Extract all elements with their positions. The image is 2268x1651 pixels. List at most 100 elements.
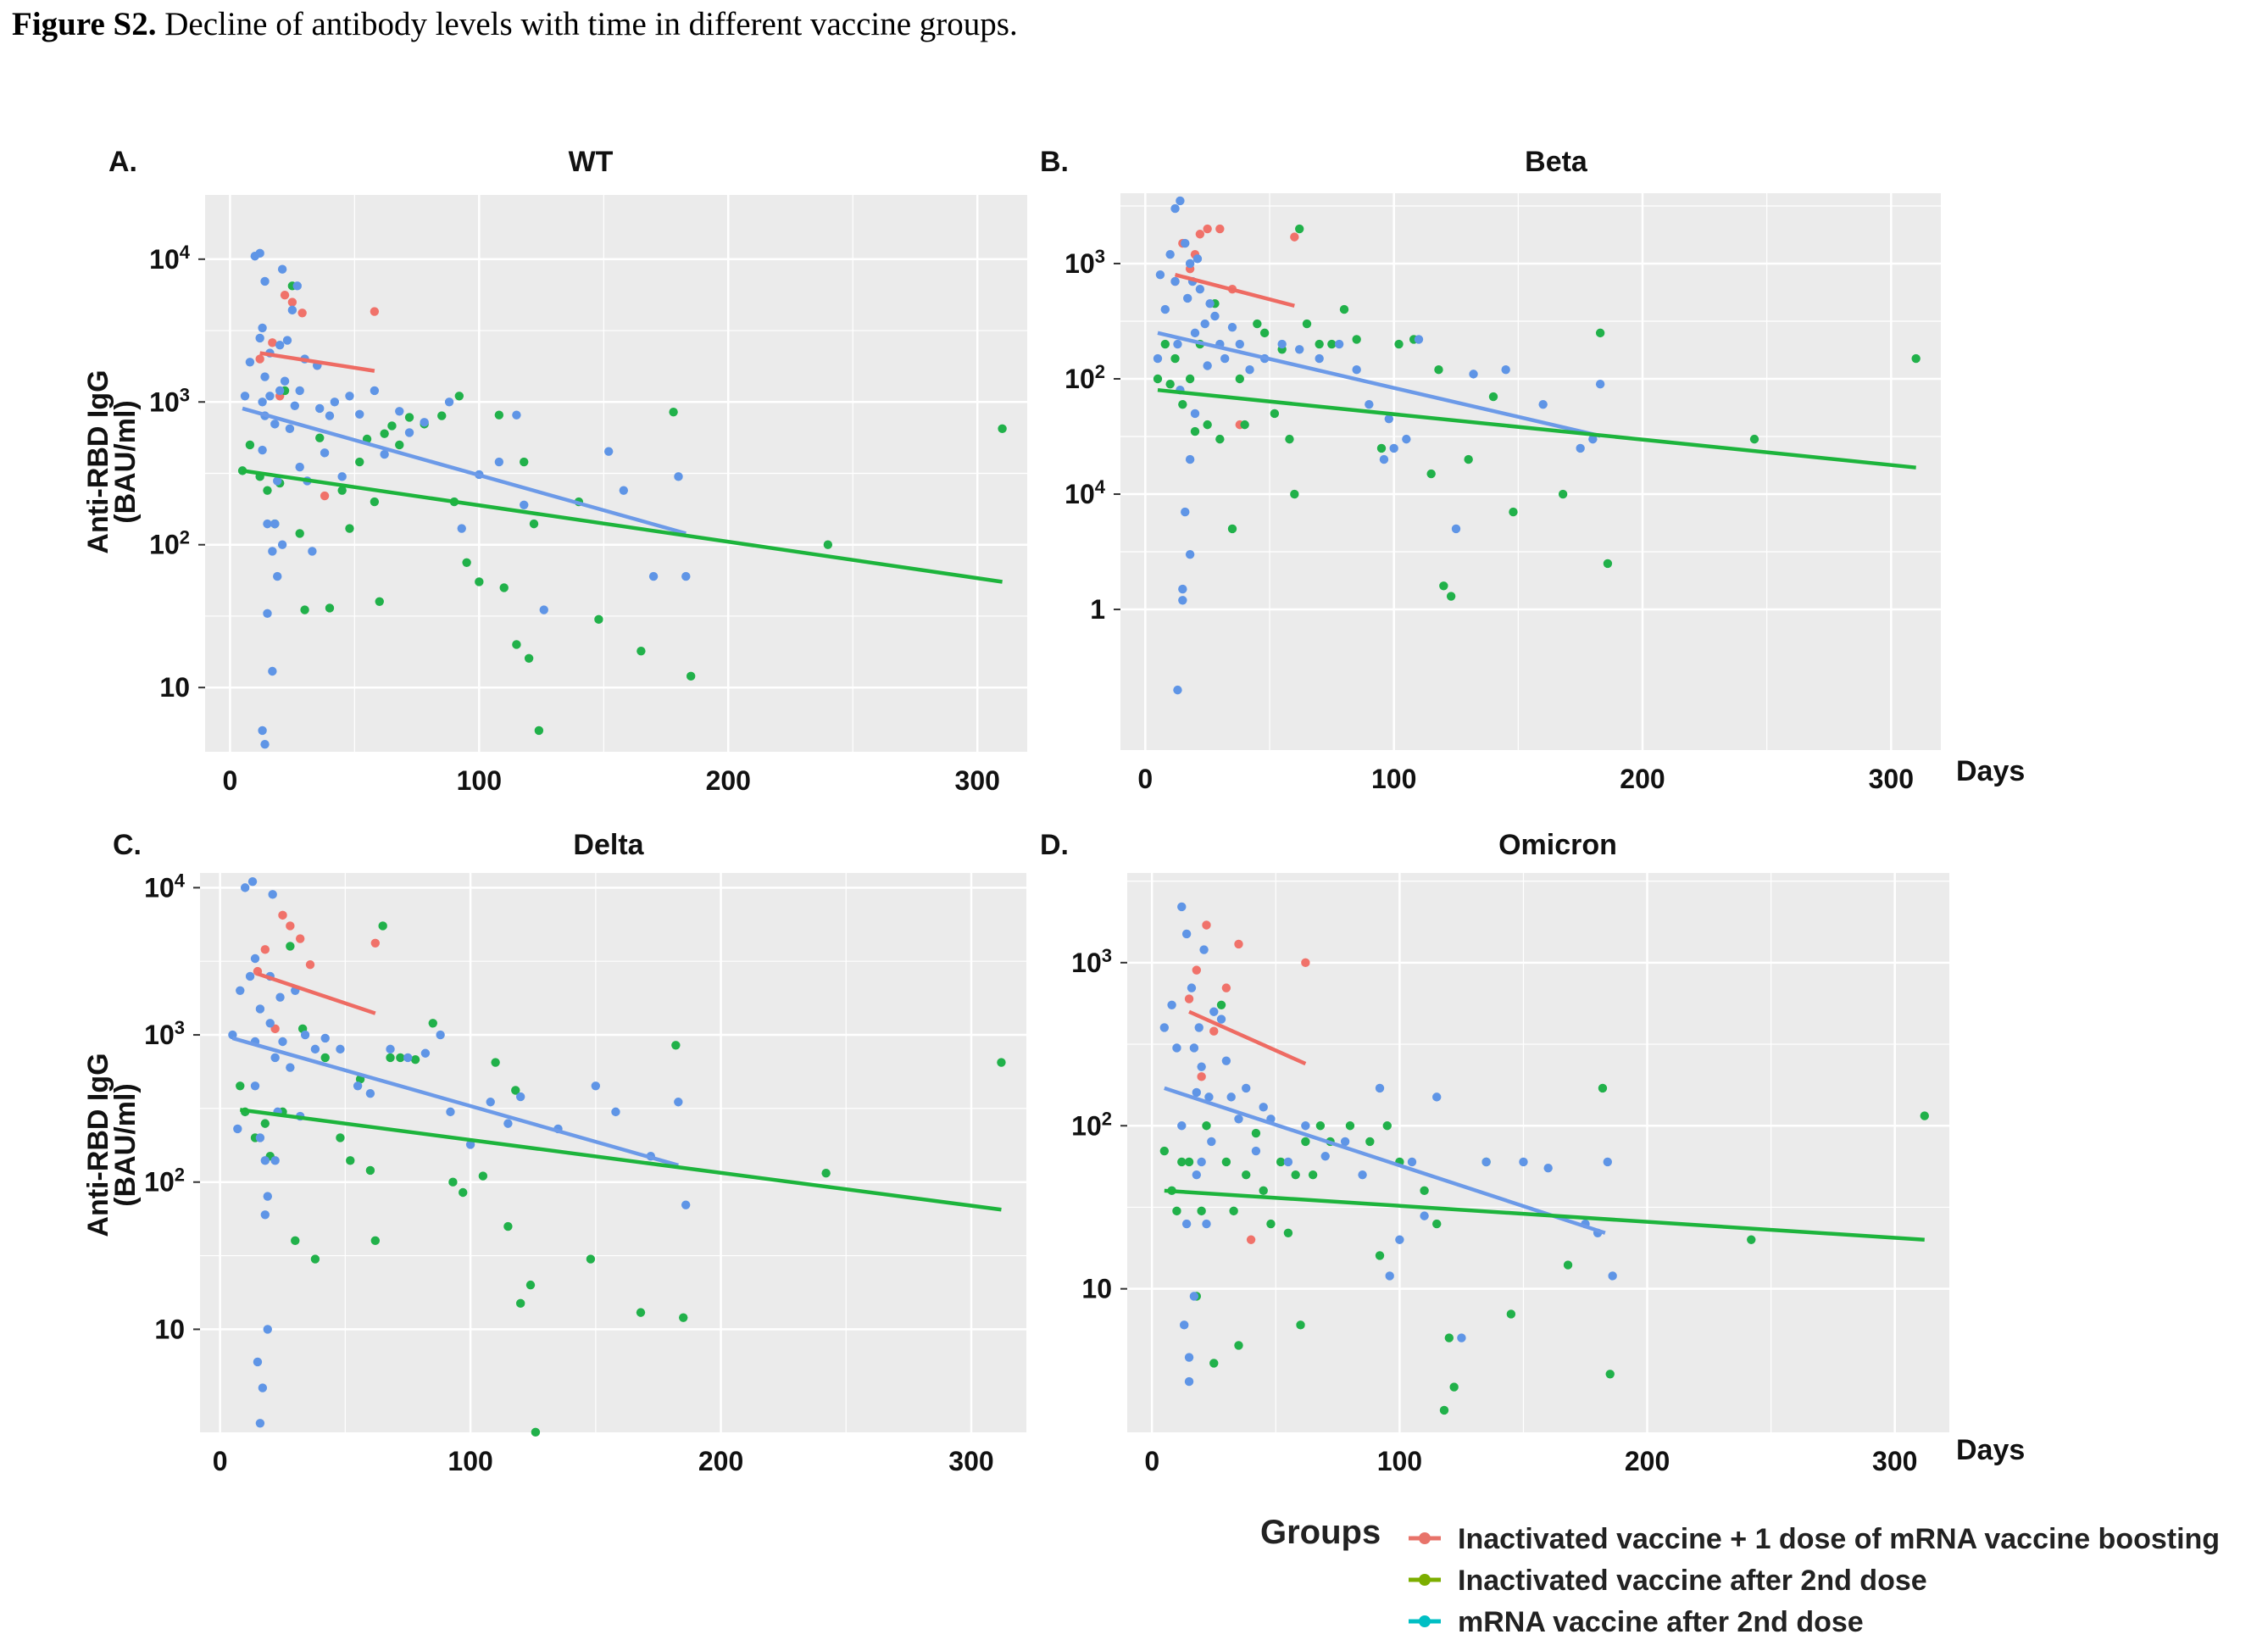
data-point-inactivated [1394, 339, 1404, 349]
data-point-mrna [285, 424, 295, 433]
trend-line-mrna [231, 1036, 679, 1168]
data-point-mrna [1457, 1333, 1466, 1342]
data-point-mrna [1234, 1115, 1243, 1124]
data-point-mrna [1588, 434, 1598, 444]
data-point-inactivated [387, 421, 397, 431]
data-point-mrna [1519, 1157, 1528, 1167]
data-point-mrna [648, 571, 659, 581]
data-point-mrna [1283, 1157, 1293, 1167]
legend-label: Inactivated vaccine after 2nd dose [1458, 1565, 1927, 1597]
data-point-mrna [300, 1030, 310, 1040]
data-point-mrna [1160, 304, 1170, 314]
data-point-mrna [310, 1044, 320, 1054]
y-tick-label: 104 [149, 242, 191, 275]
data-point-inactivated [448, 1177, 458, 1187]
data-point-mrna [1595, 380, 1605, 389]
data-point-mrna [325, 411, 335, 420]
panel-title: WT [569, 146, 614, 178]
data-point-inactivated [380, 429, 389, 438]
data-point-inactivated [1291, 1170, 1300, 1180]
trend-line-mrna [242, 406, 687, 536]
trend-line-mrna [1157, 331, 1601, 438]
data-point-inactivated [1285, 434, 1294, 444]
data-point-mrna [1209, 1007, 1219, 1016]
data-point-mrna [1395, 1235, 1404, 1244]
data-point-inactivated [300, 605, 309, 614]
panel-letter: B. [1040, 146, 1069, 178]
data-point-mrna [1407, 1157, 1417, 1167]
y-tick-label: 102 [149, 527, 190, 560]
data-point-mrna [520, 500, 529, 509]
data-point-inactivated [1229, 1206, 1238, 1216]
data-point-mrna [1187, 983, 1197, 992]
data-point-mrna [250, 1081, 260, 1091]
data-point-inactivated [1209, 1359, 1219, 1368]
data-point-inactivated [1153, 374, 1163, 384]
data-point-mrna [1177, 902, 1187, 912]
data-point-mrna [270, 420, 280, 429]
data-point-mrna [404, 428, 414, 437]
panel-a-wt: 0 100 200 300 10 102 103 104 A. WT [108, 146, 1027, 796]
data-point-mrna [233, 1124, 242, 1134]
data-point-inactivated [1302, 319, 1312, 329]
data-point-inactivated [236, 1081, 245, 1091]
data-point-inactivated [263, 486, 272, 495]
data-point-inactivated [1159, 1146, 1170, 1156]
x-tick-label: 300 [955, 765, 1000, 796]
data-point-mrna [1301, 1121, 1310, 1131]
data-point-mrna [1192, 1170, 1202, 1180]
data-point-booster [287, 297, 297, 307]
trend-line-inactivated [239, 1108, 1002, 1212]
panel-letter: D. [1040, 829, 1069, 861]
y-tick-label: 104 [1065, 476, 1106, 509]
data-point-mrna [320, 1033, 330, 1043]
data-point-inactivated [491, 1058, 500, 1067]
data-point-mrna [1173, 685, 1182, 695]
data-point-mrna [1195, 284, 1205, 294]
data-point-mrna [255, 333, 264, 343]
data-point-mrna [444, 397, 454, 407]
data-point-inactivated [1170, 353, 1180, 364]
data-point-inactivated [291, 1236, 300, 1246]
trend-line-booster [257, 971, 376, 1015]
data-point-mrna [286, 1063, 295, 1072]
data-point-mrna [258, 445, 267, 455]
data-point-inactivated [396, 1053, 405, 1063]
data-point-mrna [263, 519, 272, 529]
data-point-mrna [1207, 1137, 1216, 1147]
data-point-inactivated [1558, 489, 1568, 499]
data-point-mrna [255, 248, 264, 258]
figure-caption-text: Decline of antibody levels with time in … [156, 6, 1018, 42]
data-point-mrna [1365, 399, 1374, 409]
y-axis-title-line2: (BAU/ml) [109, 1083, 142, 1206]
data-point-mrna [1414, 335, 1424, 344]
data-point-mrna [1181, 1219, 1192, 1229]
data-point-mrna [611, 1107, 620, 1117]
data-point-inactivated [459, 1187, 468, 1198]
data-point-mrna [245, 358, 255, 367]
plot-background [200, 873, 1026, 1432]
data-point-inactivated [1290, 489, 1299, 499]
data-point-mrna [282, 336, 292, 345]
data-point-inactivated [1315, 1121, 1326, 1131]
data-point-inactivated [1216, 1000, 1226, 1009]
panel-letter: A. [108, 146, 137, 178]
data-point-mrna [290, 401, 300, 410]
data-point-inactivated [1259, 328, 1270, 338]
data-point-mrna [1385, 1271, 1394, 1281]
data-point-mrna [268, 547, 277, 556]
data-point-mrna [275, 341, 285, 350]
data-point-mrna [1165, 250, 1175, 259]
data-point-mrna [1210, 311, 1220, 321]
data-point-mrna [270, 1053, 280, 1063]
data-point-mrna [1173, 339, 1182, 349]
data-point-mrna [1190, 328, 1200, 338]
data-point-mrna [515, 1092, 525, 1102]
data-point-inactivated [1202, 1121, 1211, 1131]
data-point-mrna [277, 540, 287, 549]
data-point-inactivated [437, 411, 447, 420]
y-tick-label: 103 [144, 1017, 185, 1050]
data-point-mrna [245, 971, 255, 981]
